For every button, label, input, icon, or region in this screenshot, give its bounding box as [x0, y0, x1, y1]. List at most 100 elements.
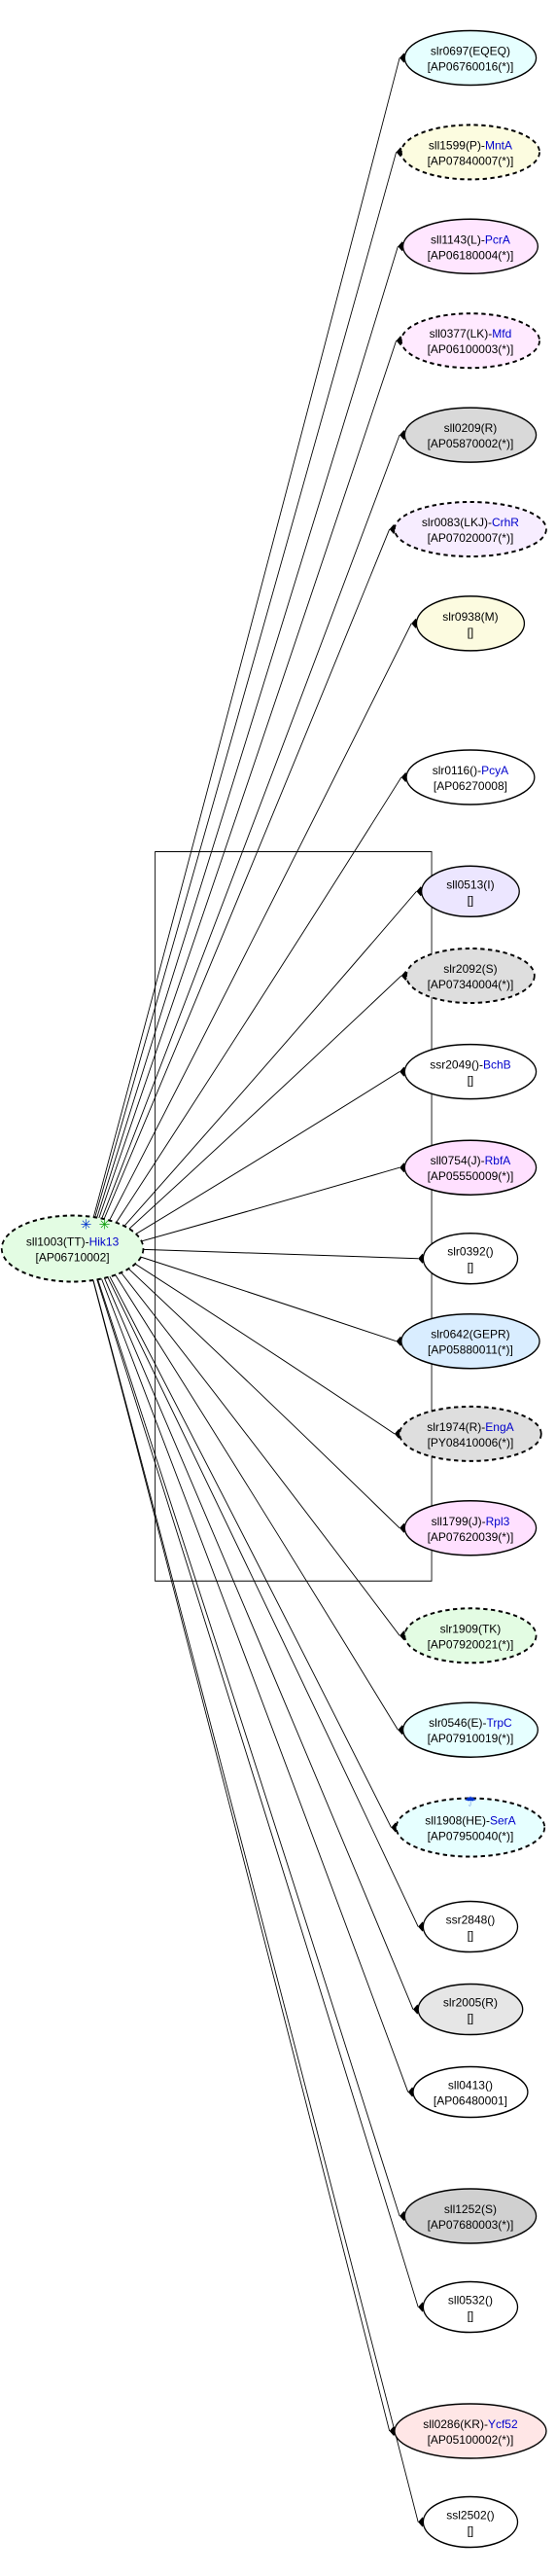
node-line2: [AP05550009(*)] — [428, 1169, 514, 1183]
node-line1: slr0938(M) — [442, 610, 498, 624]
node-line2: [] — [468, 1261, 474, 1274]
node-line1: slr0083(LKJ)-CrhR — [422, 516, 519, 529]
edge — [97, 1278, 400, 2216]
node-line2: [AP05870002(*)] — [428, 437, 514, 450]
node-ssr2848[interactable]: ssr2848() [] — [423, 1902, 517, 1952]
edge — [96, 246, 398, 1219]
node-sll1252[interactable]: sll1252(S) [AP07680003(*)] — [404, 2189, 536, 2243]
node-line2: [AP07920021(*)] — [428, 1637, 514, 1651]
edge — [127, 976, 401, 1231]
node-line2: [] — [468, 626, 474, 639]
edge — [92, 1278, 389, 2431]
edge — [107, 1275, 418, 1926]
node-ssl2502[interactable]: ssl2502() [] — [423, 2497, 517, 2548]
node-shape — [418, 1985, 523, 2035]
node-line1: sll0513(I) — [446, 877, 494, 891]
node-line2: [] — [468, 2309, 474, 2323]
node-line1: slr2005(R) — [443, 1996, 498, 2010]
node-line1: slr1974(R)-EngA — [427, 1420, 513, 1434]
node-line1: sll1799(J)-Rpl3 — [432, 1515, 510, 1528]
node-shape — [413, 2067, 528, 2118]
node-shape — [395, 2404, 546, 2458]
node-slr0642[interactable]: slr0642(GEPR)[AP05880011(*)] — [401, 1314, 539, 1369]
node-line1: ssl2502() — [446, 2509, 494, 2522]
node-line1: sll0413() — [448, 2079, 493, 2093]
node-line2: [AP07840007(*)] — [428, 154, 514, 167]
node-line1: sll1908(HE)-SerA — [425, 1814, 515, 1828]
node-line1: ssr2848() — [446, 1914, 496, 1927]
edge — [109, 624, 412, 1222]
node-line1: sll1003(TT)-Hik13 — [26, 1235, 120, 1249]
node-slr0938[interactable]: slr0938(M) [] — [416, 596, 524, 651]
node-line1: sll1252(S) — [444, 2202, 497, 2216]
node-slr0083[interactable]: slr0083(LKJ)-CrhR [AP07020007(*)] — [395, 502, 546, 556]
node-line1: sll0377(LK)-Mfd — [430, 327, 512, 340]
edge — [96, 1278, 418, 2308]
node-slr2005[interactable]: slr2005(R) [] — [418, 1985, 523, 2035]
node-line2: [AP07680003(*)] — [428, 2218, 514, 2232]
node-line1: slr0546(E)-TrpC — [429, 1716, 512, 1730]
node-line2: [AP07620039(*)] — [428, 1530, 514, 1544]
node-sll0413[interactable]: sll0413()[AP06480001] — [413, 2067, 528, 2118]
node-line1: sll0754(J)-RbfA — [431, 1154, 511, 1167]
node-sll1908[interactable]: sll1908(HE)-SerA[AP07950040(*)]☂ — [397, 1794, 545, 1857]
node-slr0116[interactable]: slr0116()-PcyA[AP06270008] — [406, 750, 535, 805]
node-sll0532[interactable]: sll0532()[] — [423, 2282, 517, 2333]
node-line2: [AP07020007(*)] — [428, 531, 514, 545]
edge — [101, 1277, 408, 2093]
group-box — [156, 852, 432, 1582]
edge — [104, 1276, 413, 2009]
node-line1: slr1909(TK) — [440, 1622, 502, 1635]
node-slr0392[interactable]: slr0392()[] — [423, 1234, 517, 1284]
node-line2: [AP07950040(*)] — [428, 1830, 514, 1843]
node-shape — [423, 2282, 517, 2333]
node-line1: sll1143(L)-PcrA — [431, 233, 510, 246]
node-sll1599[interactable]: sll1599(P)-MntA [AP07840007(*)] — [401, 125, 539, 179]
node-sll1143[interactable]: sll1143(L)-PcrA[AP06180004(*)] — [403, 219, 539, 273]
node-shape — [2, 1216, 144, 1282]
node-slr0697[interactable]: slr0697(EQEQ)[AP06760016(*)] — [404, 31, 536, 86]
node-line2: [AP06100003(*)] — [428, 342, 514, 356]
node-line2: [] — [468, 2524, 474, 2538]
node-sll0209[interactable]: sll0209(R) [AP05870002(*)] — [404, 408, 536, 462]
edge — [98, 340, 396, 1219]
node-line2: [AP05880011(*)] — [428, 1343, 513, 1357]
source-node[interactable]: sll1003(TT)-Hik13[AP06710002]✳✳ — [2, 1216, 144, 1282]
node-slr1909[interactable]: slr1909(TK) [AP07920021(*)] — [404, 1608, 536, 1663]
edge — [138, 1256, 397, 1342]
node-ssr2049[interactable]: ssr2049()-BchB [] — [404, 1045, 536, 1099]
node-line1: slr0642(GEPR) — [431, 1328, 509, 1342]
node-symbol-icon: ✳ — [99, 1217, 111, 1233]
edge — [93, 58, 400, 1219]
node-line2: [] — [468, 1074, 474, 1088]
node-sll0377[interactable]: sll0377(LK)-Mfd [AP06100003(*)] — [401, 313, 539, 368]
node-line2: [] — [468, 2012, 474, 2025]
node-line1: sll0209(R) — [444, 421, 498, 435]
node-slr0546[interactable]: slr0546(E)-TrpC[AP07910019(*)] — [403, 1702, 539, 1757]
node-shape — [404, 31, 536, 86]
node-sll0513[interactable]: sll0513(I)[] — [422, 866, 520, 916]
node-line1: ssr2049()-BchB — [430, 1058, 510, 1072]
node-line1: sll0286(KR)-Ycf52 — [423, 2417, 518, 2431]
edge — [127, 1268, 400, 1528]
node-line2: [] — [468, 1929, 474, 1943]
node-line2: [AP06480001] — [434, 2094, 507, 2108]
node-sll0754[interactable]: sll0754(J)-RbfA [AP05550009(*)] — [404, 1140, 536, 1195]
node-sll1799[interactable]: sll1799(J)-Rpl3 [AP07620039(*)] — [404, 1501, 536, 1556]
node-shape — [423, 1902, 517, 1952]
node-line2: [AP06760016(*)] — [428, 60, 514, 74]
node-slr2092[interactable]: slr2092(S)[AP07340004(*)] — [406, 948, 535, 1003]
network-diagram: slr0697(EQEQ)[AP06760016(*)] sll1599(P)-M… — [0, 0, 556, 2576]
node-line1: sll0532() — [448, 2294, 493, 2308]
node-line2: [PY08410006(*)] — [428, 1436, 514, 1449]
node-symbol-icon: ✳ — [81, 1217, 92, 1233]
edge — [115, 1273, 399, 1730]
node-sll0286[interactable]: sll0286(KR)-Ycf52[AP05100002(*)] — [395, 2404, 546, 2458]
edge — [140, 1249, 418, 1258]
edge — [94, 152, 396, 1219]
edge — [133, 1263, 395, 1434]
node-line2: [AP07340004(*)] — [428, 978, 514, 991]
node-slr1974[interactable]: slr1974(R)-EngA [PY08410006(*)] — [400, 1407, 541, 1461]
node-shape — [395, 502, 546, 556]
node-line1: sll1599(P)-MntA — [429, 138, 512, 152]
